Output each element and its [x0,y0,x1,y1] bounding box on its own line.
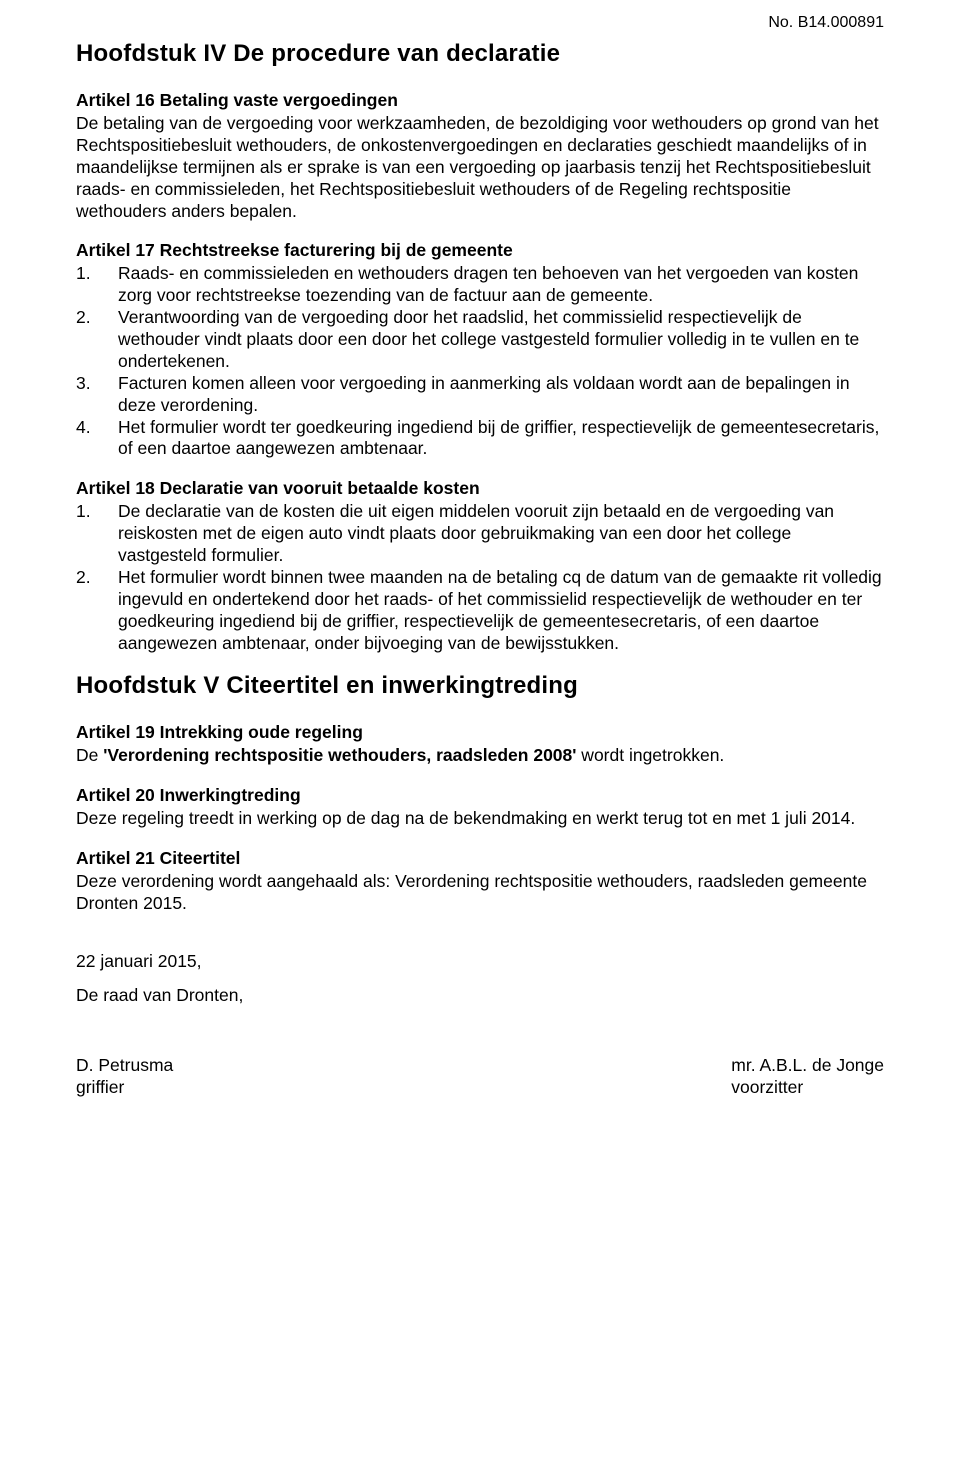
signature-row: D. Petrusma griffier mr. A.B.L. de Jonge… [76,1055,884,1099]
list-item-text: Facturen komen alleen voor vergoeding in… [118,373,884,417]
art19-pre: De [76,745,103,765]
art16-heading: Artikel 16 Betaling vaste vergoedingen [76,90,884,111]
art21-heading: Artikel 21 Citeertitel [76,848,884,869]
list-item-number: 4. [76,417,118,461]
art19-post: wordt ingetrokken. [576,745,724,765]
art19-bold: 'Verordening rechtspositie wethouders, r… [103,745,576,765]
list-item-number: 2. [76,567,118,655]
art21-body: Deze verordening wordt aangehaald als: V… [76,871,884,915]
sig-right-name: mr. A.B.L. de Jonge [731,1055,884,1077]
art17-list: 1.Raads- en commissieleden en wethouders… [76,263,884,460]
list-item-text: Het formulier wordt ter goedkeuring inge… [118,417,884,461]
list-item-text: Verantwoording van de vergoeding door he… [118,307,884,373]
page: No. B14.000891 Hoofdstuk IV De procedure… [0,0,960,1458]
art19-heading: Artikel 19 Intrekking oude regeling [76,722,884,743]
art18-heading: Artikel 18 Declaratie van vooruit betaal… [76,478,884,499]
chapter-iv-title: Hoofdstuk IV De procedure van declaratie [76,40,884,68]
list-item-number: 1. [76,501,118,567]
sig-left-role: griffier [76,1077,173,1099]
list-item: 3.Facturen komen alleen voor vergoeding … [76,373,884,417]
chapter-v-title: Hoofdstuk V Citeertitel en inwerkingtred… [76,672,884,700]
list-item-number: 3. [76,373,118,417]
art19-body: De 'Verordening rechtspositie wethouders… [76,745,884,767]
signature-left: D. Petrusma griffier [76,1055,173,1099]
art16-body: De betaling van de vergoeding voor werkz… [76,113,884,222]
list-item: 2.Verantwoording van de vergoeding door … [76,307,884,373]
art18-list: 1.De declaratie van de kosten die uit ei… [76,501,884,654]
art17-heading: Artikel 17 Rechtstreekse facturering bij… [76,240,884,261]
sig-right-role: voorzitter [731,1077,884,1099]
sig-left-name: D. Petrusma [76,1055,173,1077]
art20-body: Deze regeling treedt in werking op de da… [76,808,884,830]
list-item-text: Raads- en commissieleden en wethouders d… [118,263,884,307]
list-item: 4.Het formulier wordt ter goedkeuring in… [76,417,884,461]
list-item-number: 2. [76,307,118,373]
list-item-text: De declaratie van de kosten die uit eige… [118,501,884,567]
signature-right: mr. A.B.L. de Jonge voorzitter [731,1055,884,1099]
art20-heading: Artikel 20 Inwerkingtreding [76,785,884,806]
list-item: 1.Raads- en commissieleden en wethouders… [76,263,884,307]
document-number: No. B14.000891 [768,14,884,32]
list-item: 2.Het formulier wordt binnen twee maande… [76,567,884,655]
list-item: 1.De declaratie van de kosten die uit ei… [76,501,884,567]
council-line: De raad van Dronten, [76,985,884,1007]
list-item-text: Het formulier wordt binnen twee maanden … [118,567,884,655]
list-item-number: 1. [76,263,118,307]
date-line: 22 januari 2015, [76,951,884,973]
